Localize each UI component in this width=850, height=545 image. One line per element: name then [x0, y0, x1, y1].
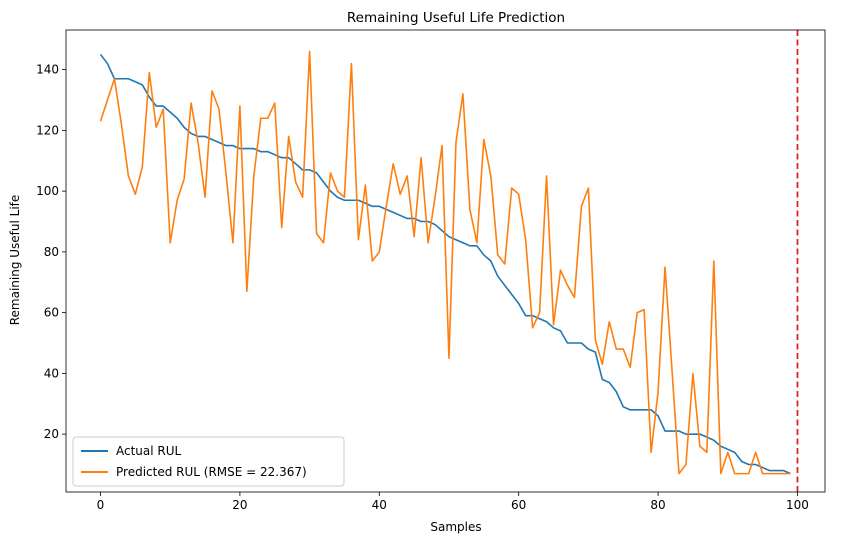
y-tick-label: 140 — [36, 63, 59, 77]
x-axis: 0 20 40 60 80 100 — [97, 492, 809, 512]
x-axis-label: Samples — [430, 520, 481, 534]
y-axis-label: Remaining Useful Life — [8, 195, 22, 326]
y-tick-label: 40 — [44, 366, 59, 380]
legend-label-predicted: Predicted RUL (RMSE = 22.367) — [116, 465, 307, 479]
series-line-predicted — [99, 50, 791, 475]
plot-area — [99, 30, 799, 492]
y-tick-label: 100 — [36, 184, 59, 198]
y-axis: 20 40 60 80 100 120 140 — [36, 63, 66, 441]
x-tick-label: 100 — [786, 498, 809, 512]
y-tick-label: 80 — [44, 245, 59, 259]
x-tick-label: 80 — [650, 498, 665, 512]
chart-title: Remaining Useful Life Prediction — [347, 10, 565, 26]
axes-frame — [65, 29, 826, 493]
x-tick-label: 0 — [97, 498, 105, 512]
x-tick-label: 40 — [372, 498, 387, 512]
y-tick-label: 20 — [44, 427, 59, 441]
x-tick-label: 20 — [232, 498, 247, 512]
x-tick-label: 60 — [511, 498, 526, 512]
legend: Actual RUL Predicted RUL (RMSE = 22.367) — [72, 436, 345, 487]
legend-label-actual: Actual RUL — [116, 444, 182, 458]
y-tick-label: 60 — [44, 306, 59, 320]
legend-box — [72, 436, 345, 487]
y-tick-label: 120 — [36, 123, 59, 137]
